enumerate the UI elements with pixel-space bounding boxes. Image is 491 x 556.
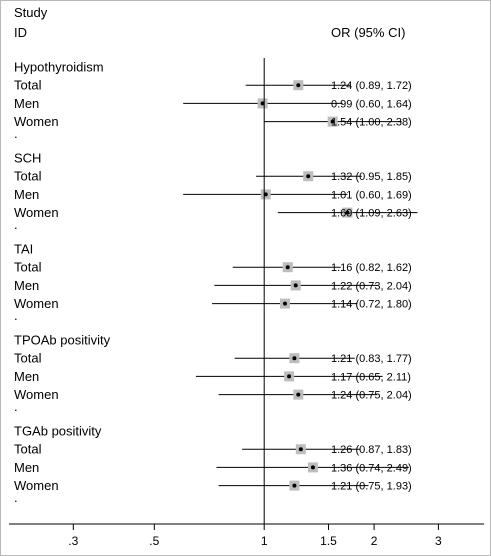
row-label: Men: [14, 96, 39, 111]
or-point: [292, 483, 297, 488]
row-label: Women: [14, 387, 59, 402]
or-point: [296, 392, 301, 397]
or-ci-value: 1.26 (0.87, 1.83): [331, 444, 412, 456]
x-tick-label: .3: [68, 534, 78, 548]
row-label: Women: [14, 205, 59, 220]
group-label: SCH: [14, 151, 41, 166]
header-study: Study: [14, 5, 48, 20]
or-point: [287, 374, 292, 379]
x-axis: .3 .5 1 1.5 2 3: [9, 58, 484, 548]
x-tick-label: 1.5: [320, 534, 337, 548]
group-separator: .: [14, 217, 18, 232]
or-point: [292, 356, 297, 361]
group-label: Hypothyroidism: [14, 60, 104, 75]
row-label: Total: [14, 260, 42, 275]
group-label: TAI: [14, 242, 33, 257]
row-label: Women: [14, 296, 59, 311]
row-label: Total: [14, 78, 42, 93]
or-point: [293, 283, 298, 288]
row-label: Total: [14, 442, 42, 457]
or-ci-value: 1.54 (1.00, 2.38): [331, 117, 412, 129]
header-id: ID: [14, 25, 27, 40]
or-ci-value: 1.24 (0.89, 1.72): [331, 80, 412, 92]
or-point: [345, 210, 350, 215]
row-label: Men: [14, 187, 39, 202]
or-point: [296, 83, 301, 88]
or-point: [263, 192, 268, 197]
row-label: Total: [14, 169, 42, 184]
or-point: [306, 174, 311, 179]
or-ci-value: 1.24 (0.75, 2.04): [331, 390, 412, 402]
or-ci-value: 1.21 (0.75, 1.93): [331, 481, 412, 493]
or-ci-value: 1.21 (0.83, 1.77): [331, 353, 412, 365]
or-ci-value: 1.17 (0.65, 2.11): [331, 371, 411, 383]
row-label: Women: [14, 114, 59, 129]
or-ci-value: 1.22 (0.73, 2.04): [331, 280, 412, 292]
or-point: [282, 301, 287, 306]
row-label: Men: [14, 460, 39, 475]
row-label: Men: [14, 369, 39, 384]
row-label: Men: [14, 278, 39, 293]
plot-rows: Hypothyroidism Total 1.24 (0.89, 1.72) Men 0…: [14, 60, 418, 505]
x-tick-label: 3: [435, 534, 442, 548]
or-ci-value: 1.01 (0.60, 1.69): [331, 189, 412, 201]
x-tick-label: 1: [261, 534, 268, 548]
or-point: [285, 265, 290, 270]
group-separator: .: [14, 126, 18, 141]
or-point: [260, 101, 265, 106]
x-tick-label: .5: [149, 534, 159, 548]
or-point: [310, 465, 315, 470]
x-tick-label: 2: [371, 534, 378, 548]
group-label: TGAb positivity: [14, 424, 102, 439]
or-point: [298, 447, 303, 452]
group-label: TPOAb positivity: [14, 333, 111, 348]
or-ci-value: 1.36 (0.74, 2.49): [331, 462, 412, 474]
or-ci-value: 1.32 (0.95, 1.85): [331, 171, 412, 183]
group-separator: .: [14, 399, 18, 414]
header-or-ci: OR (95% CI): [331, 25, 405, 40]
row-label: Total: [14, 351, 42, 366]
group-separator: .: [14, 490, 18, 505]
row-label: Women: [14, 478, 59, 493]
or-ci-value: 1.16 (0.82, 1.62): [331, 262, 412, 274]
or-ci-value: 0.99 (0.60, 1.64): [331, 98, 412, 110]
or-ci-value: 1.14 (0.72, 1.80): [331, 299, 412, 311]
group-separator: .: [14, 308, 18, 323]
or-point: [330, 119, 335, 124]
or-ci-value: 1.69 (1.09, 2.63): [331, 208, 412, 220]
